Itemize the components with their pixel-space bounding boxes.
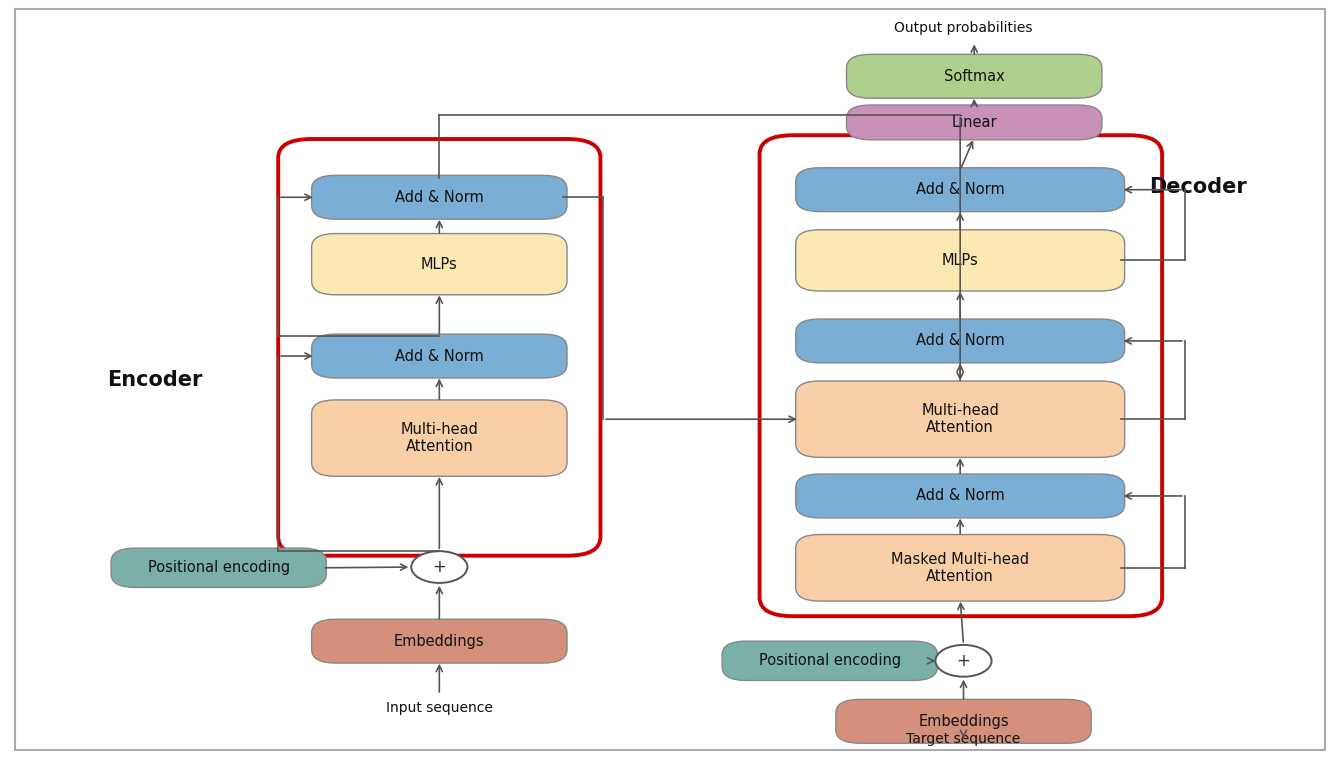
Text: Decoder: Decoder — [1150, 177, 1248, 197]
Text: Positional encoding: Positional encoding — [147, 560, 289, 575]
Text: Linear: Linear — [951, 115, 997, 130]
Text: Add & Norm: Add & Norm — [395, 348, 484, 364]
FancyBboxPatch shape — [836, 699, 1091, 743]
Text: Output probabilities: Output probabilities — [894, 20, 1033, 35]
Text: +: + — [433, 558, 446, 576]
FancyBboxPatch shape — [796, 319, 1124, 363]
Text: MLPs: MLPs — [942, 253, 978, 268]
FancyBboxPatch shape — [796, 534, 1124, 601]
Text: Multi-head
Attention: Multi-head Attention — [401, 422, 478, 455]
Text: MLPs: MLPs — [421, 257, 458, 272]
FancyBboxPatch shape — [312, 175, 567, 219]
FancyBboxPatch shape — [847, 105, 1101, 140]
FancyBboxPatch shape — [847, 55, 1101, 98]
Circle shape — [411, 551, 468, 583]
Text: Multi-head
Attention: Multi-head Attention — [921, 403, 1000, 436]
Text: Positional encoding: Positional encoding — [758, 653, 900, 669]
FancyBboxPatch shape — [312, 234, 567, 294]
FancyBboxPatch shape — [312, 334, 567, 378]
Text: Embeddings: Embeddings — [918, 713, 1009, 729]
Text: +: + — [957, 652, 970, 669]
Text: Add & Norm: Add & Norm — [915, 489, 1005, 503]
FancyBboxPatch shape — [722, 641, 938, 681]
Text: Add & Norm: Add & Norm — [915, 333, 1005, 348]
Text: Input sequence: Input sequence — [386, 701, 493, 716]
Text: Encoder: Encoder — [107, 370, 202, 389]
FancyBboxPatch shape — [796, 474, 1124, 518]
FancyBboxPatch shape — [796, 230, 1124, 291]
FancyBboxPatch shape — [796, 381, 1124, 458]
Text: Masked Multi-head
Attention: Masked Multi-head Attention — [891, 552, 1029, 584]
Text: Target sequence: Target sequence — [906, 732, 1021, 745]
Text: Softmax: Softmax — [943, 69, 1005, 83]
FancyBboxPatch shape — [796, 168, 1124, 212]
FancyBboxPatch shape — [111, 548, 327, 587]
FancyBboxPatch shape — [312, 619, 567, 663]
Circle shape — [935, 645, 992, 677]
FancyBboxPatch shape — [312, 400, 567, 477]
Text: Add & Norm: Add & Norm — [395, 190, 484, 205]
Text: Add & Norm: Add & Norm — [915, 182, 1005, 197]
Text: Embeddings: Embeddings — [394, 634, 485, 649]
